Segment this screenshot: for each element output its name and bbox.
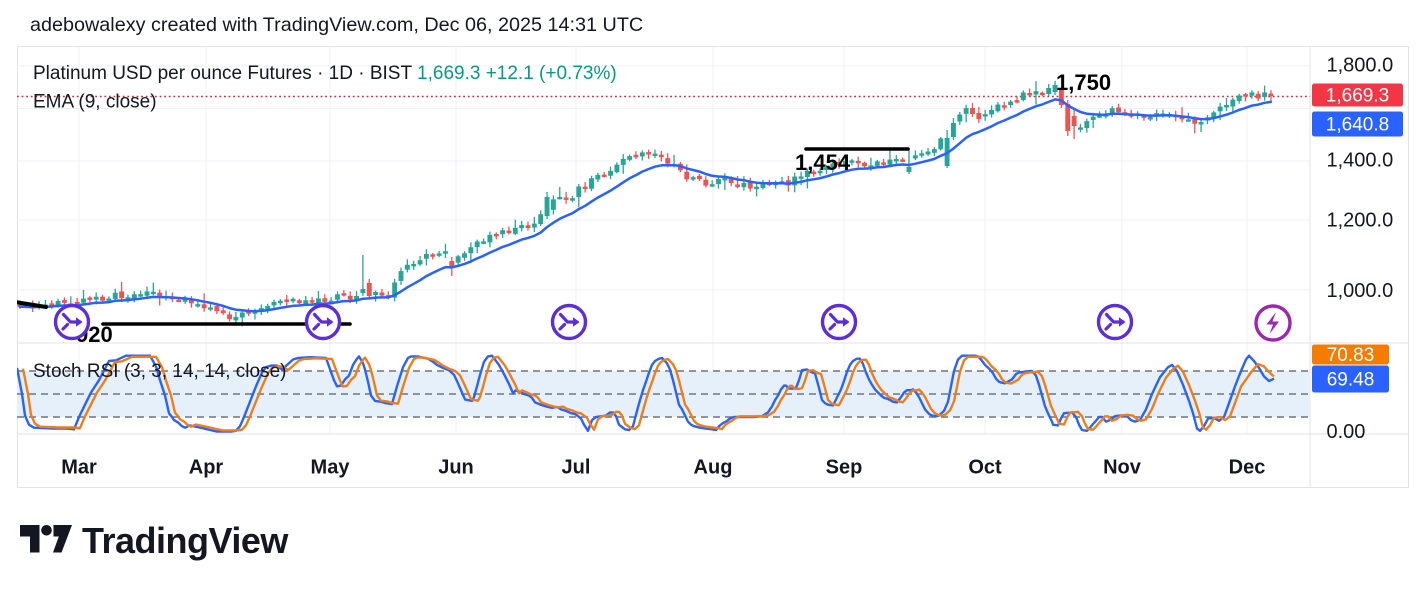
- svg-text:Dec: Dec: [1229, 457, 1266, 479]
- svg-text:0.00: 0.00: [1327, 421, 1366, 443]
- svg-text:1,640.8: 1,640.8: [1326, 114, 1389, 135]
- svg-text:1,200.0: 1,200.0: [1327, 209, 1394, 231]
- svg-text:Apr: Apr: [189, 457, 224, 479]
- svg-text:Mar: Mar: [61, 457, 97, 479]
- svg-text:70.83: 70.83: [1327, 345, 1375, 366]
- svg-text:69.48: 69.48: [1327, 369, 1375, 390]
- svg-text:1,000.0: 1,000.0: [1327, 280, 1394, 302]
- svg-text:1,454: 1,454: [795, 150, 851, 175]
- svg-text:1,669.3: 1,669.3: [1326, 85, 1389, 106]
- svg-text:Sep: Sep: [826, 457, 863, 479]
- svg-text:Oct: Oct: [968, 457, 1002, 479]
- svg-text:TradingView: TradingView: [82, 525, 289, 561]
- svg-text:Jun: Jun: [438, 457, 474, 479]
- svg-text:May: May: [311, 457, 351, 479]
- svg-text:Platinum USD per ounce Futures: Platinum USD per ounce Futures · 1D · BI…: [33, 63, 617, 84]
- svg-text:Nov: Nov: [1103, 457, 1142, 479]
- svg-text:1,800.0: 1,800.0: [1327, 55, 1394, 77]
- svg-text:EMA (9, close): EMA (9, close): [33, 92, 157, 113]
- svg-text:Jul: Jul: [562, 457, 591, 479]
- svg-text:1,400.0: 1,400.0: [1327, 150, 1394, 172]
- svg-text:Aug: Aug: [694, 457, 733, 479]
- svg-text:Stoch RSI (3, 3, 14, 14, close: Stoch RSI (3, 3, 14, 14, close): [33, 361, 286, 382]
- svg-text:1,750: 1,750: [1056, 70, 1111, 95]
